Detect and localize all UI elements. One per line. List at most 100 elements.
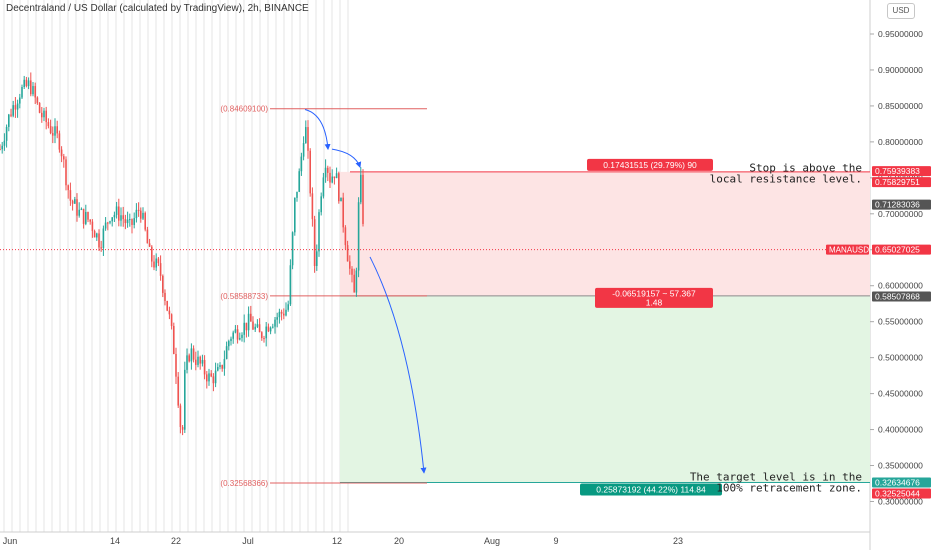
price-label: 0.58507868	[875, 291, 920, 301]
candle-body	[36, 97, 39, 103]
fib-level-label: (0.58588733)	[220, 292, 268, 301]
symbol-tag: MANAUSD	[829, 246, 869, 255]
x-tick-label: 23	[673, 536, 683, 546]
candle-body	[74, 199, 76, 204]
candle-body	[85, 212, 87, 224]
x-tick-label: 9	[553, 536, 558, 546]
candle-body	[250, 313, 252, 322]
candle-body	[19, 97, 21, 104]
price-label-box	[872, 477, 931, 488]
center-label-line1: -0.06519157 ~ 57.367	[612, 288, 696, 298]
candle-body	[261, 332, 263, 339]
arrow-to-resistance	[331, 148, 362, 168]
symbol-tag-box	[826, 244, 869, 255]
y-tick-label: 0.90000000	[878, 65, 923, 75]
fib-levels: (0.84609100) (0.58588733) (0.32568366)	[220, 105, 427, 488]
candle-body	[316, 251, 318, 266]
candle-body	[107, 222, 109, 224]
price-label: 0.32525044	[875, 489, 920, 499]
candle-body	[135, 209, 138, 219]
reward-label-box	[580, 483, 722, 496]
candle-body	[111, 217, 113, 222]
candle-body	[208, 373, 210, 382]
candle-body	[318, 212, 320, 252]
candle-body	[214, 370, 217, 384]
candle-body	[201, 359, 204, 364]
candle-body	[353, 274, 355, 293]
candle-body	[32, 86, 34, 95]
candle-body	[3, 140, 6, 146]
candle-body	[76, 199, 78, 216]
candle-body	[96, 233, 98, 238]
stop-loss-zone	[340, 171, 870, 296]
candle-body	[258, 324, 261, 333]
y-axis[interactable]: 0.95000000 0.90000000 0.85000000 0.80000000…	[826, 0, 932, 550]
y-tick-label: 0.60000000	[878, 281, 923, 291]
candle-body	[190, 348, 193, 362]
candle-body	[313, 219, 316, 266]
candle-body	[137, 209, 140, 211]
candle-body	[1, 145, 3, 150]
candle-body	[118, 206, 120, 221]
candle-body	[153, 261, 155, 268]
candle-body	[309, 150, 311, 194]
candle-body	[351, 268, 353, 275]
candle-body	[188, 355, 190, 362]
reward-label: 0.25873192 (44.22%) 114.84	[596, 485, 706, 495]
x-axis[interactable]: Jun 14 22 Jul 12 20 Aug 9 23	[3, 536, 683, 546]
chart-title: Decentraland / US Dollar (calculated by …	[6, 3, 309, 14]
candle-body	[285, 309, 287, 316]
candle-body	[357, 202, 360, 271]
x-tick-label: Aug	[484, 536, 500, 546]
candle-body	[113, 214, 116, 218]
candle-body	[219, 365, 221, 368]
candle-body	[14, 105, 17, 110]
candle-body	[230, 338, 232, 342]
candle-body	[10, 114, 12, 116]
candle-body	[274, 319, 276, 327]
candle-body	[34, 86, 36, 98]
candle-body	[195, 359, 197, 365]
position-zones	[340, 171, 870, 484]
candle-body	[5, 126, 8, 141]
x-tick-label: Jun	[3, 536, 18, 546]
price-label: 0.71283036	[875, 200, 920, 210]
candle-body	[148, 243, 151, 247]
y-tick-label: 0.30000000	[878, 496, 923, 506]
candle-body	[80, 208, 83, 210]
candle-body	[272, 326, 274, 328]
x-tick-label: 12	[332, 536, 342, 546]
candle-body	[157, 258, 160, 264]
candle-body	[239, 337, 241, 340]
candle-body	[78, 209, 80, 216]
candle-body	[263, 338, 265, 340]
candle-body	[234, 329, 237, 333]
currency-button[interactable]: USD	[887, 3, 915, 19]
candle-body	[256, 324, 259, 327]
candle-body	[38, 102, 41, 113]
candle-body	[63, 156, 65, 160]
candle-body	[294, 197, 296, 233]
candle-body	[21, 87, 23, 98]
candle-body	[181, 427, 184, 430]
candle-body	[300, 156, 303, 172]
candle-body	[331, 176, 333, 183]
candle-body	[280, 311, 283, 314]
candle-body	[52, 133, 54, 136]
candle-body	[71, 200, 74, 204]
candle-body	[360, 174, 362, 203]
candle-body	[342, 197, 344, 228]
candle-body	[217, 367, 219, 371]
candle-body	[0, 149, 1, 151]
fib-level-label: (0.32568366)	[220, 479, 268, 488]
candle-body	[129, 219, 131, 221]
candle-body	[245, 322, 248, 331]
center-label-box	[595, 287, 713, 308]
price-label: 0.75939383	[875, 166, 920, 176]
candle-body	[338, 173, 340, 202]
candle-body	[8, 114, 10, 127]
price-label: 0.75829751	[875, 177, 920, 187]
